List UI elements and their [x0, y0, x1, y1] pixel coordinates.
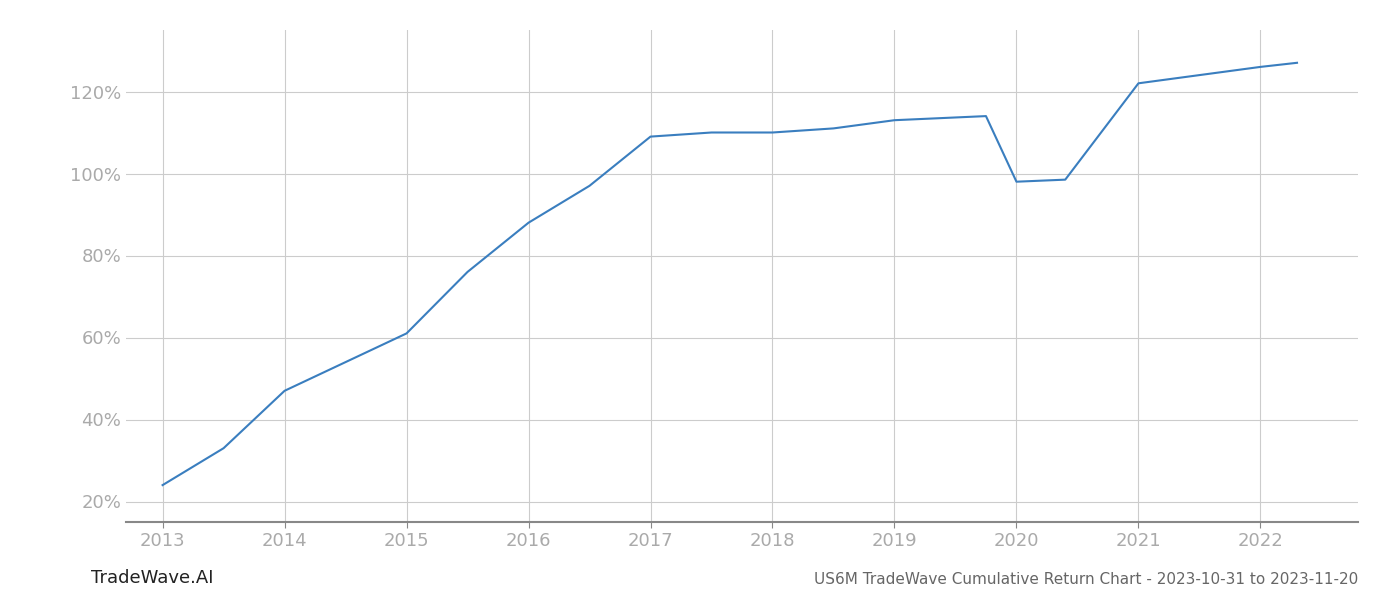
Text: US6M TradeWave Cumulative Return Chart - 2023-10-31 to 2023-11-20: US6M TradeWave Cumulative Return Chart -… [813, 572, 1358, 587]
Text: TradeWave.AI: TradeWave.AI [91, 569, 213, 587]
